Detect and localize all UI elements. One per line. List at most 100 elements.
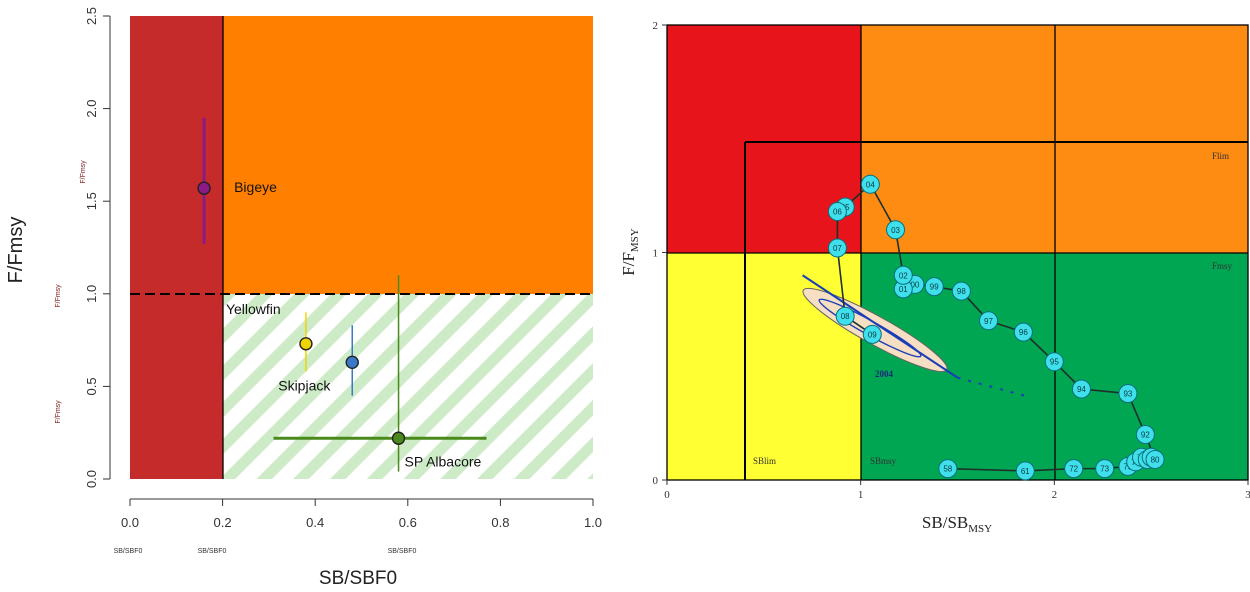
bigeye-point — [197, 181, 211, 195]
skipjack-point — [345, 355, 359, 370]
year-label: 02 — [899, 271, 908, 280]
right-x-tick-label: 0 — [664, 489, 670, 501]
right-x-axis-label: SB/SBMSY — [922, 513, 992, 535]
year-label: 58 — [943, 465, 952, 474]
year-marker — [860, 174, 880, 194]
right-y-tick-label: 2 — [653, 20, 659, 32]
year-marker — [1135, 425, 1155, 444]
left-y-axis-label: F/Fmsy — [5, 217, 27, 284]
year-label: 08 — [841, 312, 850, 321]
year-marker — [1013, 322, 1033, 342]
year-marker — [938, 459, 958, 479]
right-x-tick-label: 1 — [858, 489, 864, 501]
year-marker — [886, 220, 906, 240]
year-label: 73 — [1100, 465, 1109, 474]
tiny-note-y3: F/Fmsy — [55, 400, 62, 424]
left-y-tick-label: 1.0 — [84, 285, 99, 303]
zone-label-fmsy: Fmsy — [1212, 261, 1233, 271]
right-x-axis-label-sub: MSY — [968, 523, 992, 535]
tiny-note-x2: SB/SBF0 — [198, 548, 227, 555]
year-label: 09 — [868, 330, 877, 339]
right-x-axis-label-main: SB/SB — [922, 513, 968, 532]
year-marker — [835, 306, 855, 326]
zone-label-flim: Flim — [1212, 151, 1229, 161]
left-chart: 0.0 0.5 1.0 1.5 2.0 2.5 0.0 0.2 0.4 0.6 0.8 1.0 F/… — [5, 7, 602, 589]
year-marker — [951, 281, 971, 301]
yellowfin-label: Yellowfin — [226, 301, 281, 317]
year-marker — [893, 265, 913, 285]
bigeye-label: Bigeye — [234, 179, 277, 195]
zone-label-sblim: SBlim — [753, 456, 776, 466]
right-x-axis: 0 1 2 3 — [664, 480, 1250, 501]
year-label: 72 — [1069, 465, 1078, 474]
left-x-tick-label: 0.4 — [306, 515, 324, 530]
left-x-tick-label: 1.0 — [584, 515, 602, 530]
sp-albacore-label: SP Albacore — [405, 453, 482, 469]
year-label: 94 — [1077, 385, 1086, 394]
year-marker — [1118, 384, 1138, 404]
left-x-tick-label: 0.2 — [214, 515, 232, 530]
year-label: 03 — [891, 226, 900, 235]
trajectory-group: 5861727375767778798092939495969798990001… — [827, 174, 1165, 481]
right-x-tick-label: 3 — [1245, 489, 1250, 501]
right-y-tick-label: 1 — [653, 248, 659, 260]
left-y-tick-label: 2.0 — [84, 100, 99, 118]
left-x-axis: 0.0 0.2 0.4 0.6 0.8 1.0 — [121, 498, 602, 530]
year-label: 95 — [1050, 358, 1059, 367]
year-label: 93 — [1123, 390, 1132, 399]
tiny-note-y2: F/Fmsy — [55, 284, 62, 308]
year-label: 98 — [957, 287, 966, 296]
tiny-note-x1: SB/SBF0 — [114, 548, 143, 555]
year-label: 97 — [984, 317, 993, 326]
right-y-axis: 0 1 2 — [653, 20, 667, 487]
overfishing-zone — [223, 16, 593, 294]
year-label: 96 — [1019, 328, 1028, 337]
yellowfin-point — [299, 337, 313, 351]
left-y-axis: 0.0 0.5 1.0 1.5 2.0 2.5 — [84, 7, 111, 488]
left-x-tick-label: 0.6 — [399, 515, 417, 530]
year-marker — [1015, 461, 1035, 481]
right-y-tick-label: 0 — [653, 475, 659, 487]
left-y-tick-label: 1.5 — [84, 192, 99, 210]
year-marker — [1071, 379, 1091, 399]
year-label: 04 — [866, 180, 875, 189]
year-label: 80 — [1151, 456, 1160, 465]
tiny-note-y1: F/Fmsy — [80, 160, 87, 184]
left-y-tick-label: 0.5 — [84, 377, 99, 395]
year-marker — [1095, 459, 1115, 479]
tiny-note-x3: SB/SBF0 — [388, 548, 417, 555]
sp-albacore-point — [391, 431, 406, 445]
year-label: 01 — [899, 285, 908, 294]
year-marker — [827, 202, 847, 222]
year-label: 61 — [1021, 467, 1030, 476]
year-marker — [862, 324, 882, 344]
safe-zone-hatch — [223, 294, 593, 479]
year-label: 00 — [910, 280, 919, 289]
zone-label-sbmsy: SBmsy — [870, 456, 897, 466]
skipjack-label: Skipjack — [278, 377, 331, 393]
year-label: 99 — [930, 283, 939, 292]
zone-yellow — [667, 253, 861, 480]
right-y-axis-label: F/FMSY — [619, 228, 641, 276]
year-label: 07 — [833, 244, 842, 253]
left-x-tick-label: 0.0 — [121, 515, 139, 530]
year-label: 06 — [833, 208, 842, 217]
projection-line — [802, 274, 959, 379]
year-label: 92 — [1141, 431, 1150, 440]
right-y-axis-label-main: F/F — [619, 252, 638, 276]
left-x-axis-label: SB/SBF0 — [319, 568, 397, 589]
year-marker — [1145, 450, 1165, 470]
left-series-group: Bigeye Yellowfin Skipjack SP Albacore — [197, 117, 487, 472]
projection-dashes — [957, 376, 1026, 397]
year-marker — [1044, 352, 1064, 372]
left-x-tick-label: 0.8 — [491, 515, 509, 530]
year-marker — [1064, 459, 1084, 479]
year-marker — [827, 238, 847, 258]
overfished-zone — [130, 16, 223, 479]
year-marker — [924, 277, 944, 297]
left-y-tick-label: 0.0 — [84, 470, 99, 488]
left-y-tick-label: 2.5 — [84, 7, 99, 25]
right-x-tick-label: 2 — [1052, 489, 1058, 501]
